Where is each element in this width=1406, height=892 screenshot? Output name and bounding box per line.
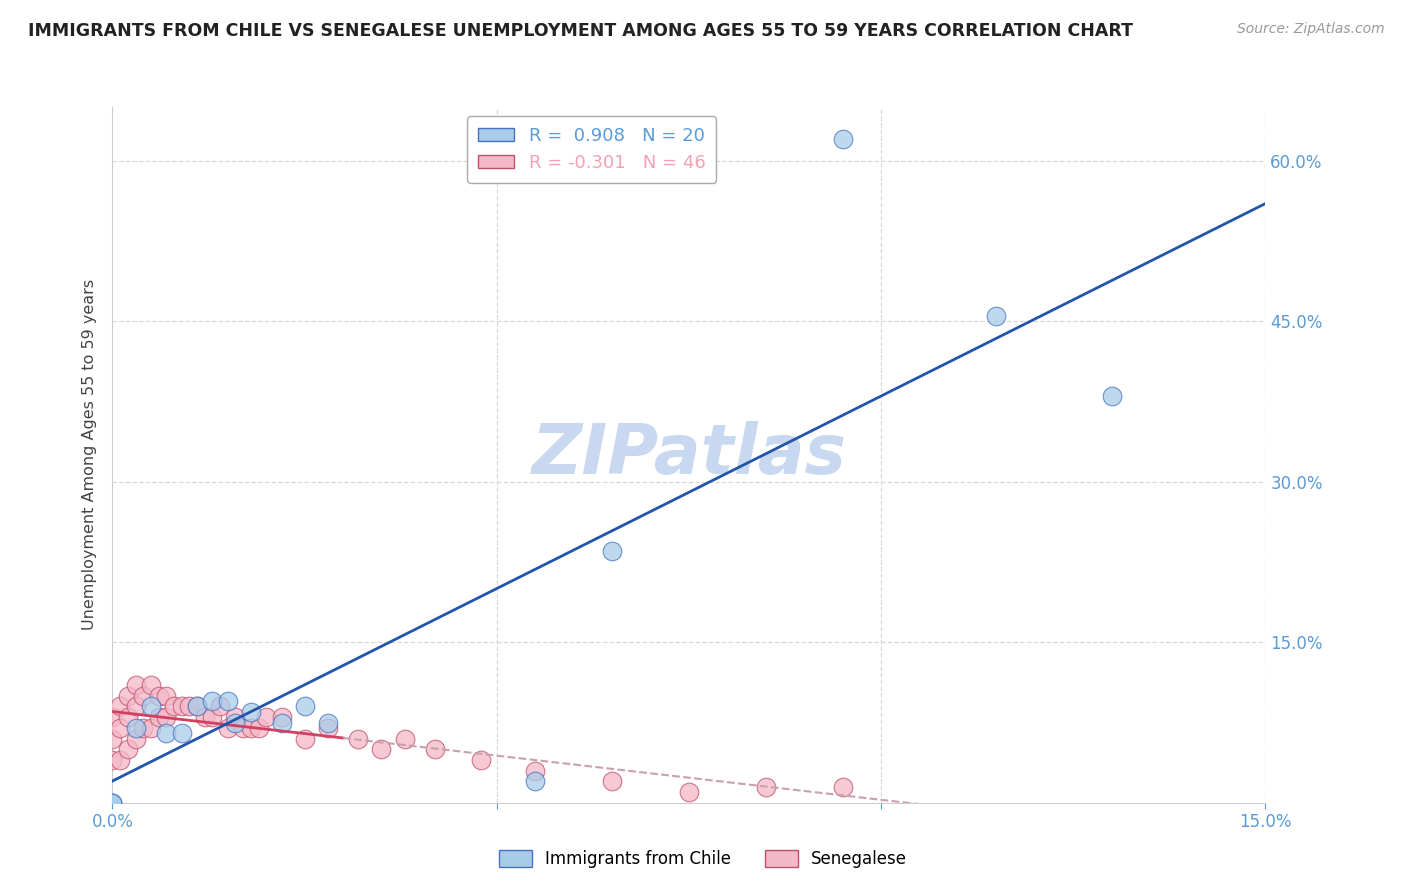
Point — [139, 721, 162, 735]
Point — [347, 731, 370, 746]
Point — [678, 785, 700, 799]
Point — [186, 699, 208, 714]
Point — [101, 796, 124, 810]
Point — [270, 710, 292, 724]
Point — [239, 705, 262, 719]
Text: IMMIGRANTS FROM CHILE VS SENEGALESE UNEMPLOYMENT AMONG AGES 55 TO 59 YEARS CORRE: IMMIGRANTS FROM CHILE VS SENEGALESE UNEM… — [28, 22, 1133, 40]
Point — [224, 710, 246, 724]
Point — [170, 726, 193, 740]
Point — [132, 689, 155, 703]
Text: ZIPatlas: ZIPatlas — [531, 421, 846, 489]
Point — [117, 742, 139, 756]
Point — [600, 774, 623, 789]
Point — [224, 715, 246, 730]
Point — [108, 721, 131, 735]
Point — [179, 699, 201, 714]
Point — [247, 721, 270, 735]
Point — [524, 764, 547, 778]
Point — [294, 731, 316, 746]
Point — [155, 710, 177, 724]
Point — [163, 699, 186, 714]
Point — [209, 699, 232, 714]
Point — [155, 689, 177, 703]
Point — [755, 780, 778, 794]
Point — [370, 742, 392, 756]
Point — [194, 710, 217, 724]
Point — [270, 715, 292, 730]
Point — [108, 699, 131, 714]
Point — [831, 780, 853, 794]
Point — [524, 774, 547, 789]
Point — [316, 721, 339, 735]
Point — [139, 678, 162, 692]
Point — [239, 721, 262, 735]
Point — [117, 689, 139, 703]
Point — [394, 731, 416, 746]
Point — [124, 678, 146, 692]
Point — [170, 699, 193, 714]
Point — [425, 742, 447, 756]
Point — [101, 731, 124, 746]
Point — [148, 710, 170, 724]
Point — [155, 726, 177, 740]
Point — [124, 699, 146, 714]
Point — [139, 699, 162, 714]
Point — [254, 710, 277, 724]
Point — [148, 689, 170, 703]
Point — [1101, 389, 1123, 403]
Y-axis label: Unemployment Among Ages 55 to 59 years: Unemployment Among Ages 55 to 59 years — [82, 279, 97, 631]
Point — [124, 731, 146, 746]
Point — [132, 721, 155, 735]
Legend: Immigrants from Chile, Senegalese: Immigrants from Chile, Senegalese — [492, 843, 914, 875]
Point — [831, 132, 853, 146]
Text: Source: ZipAtlas.com: Source: ZipAtlas.com — [1237, 22, 1385, 37]
Point — [316, 715, 339, 730]
Point — [101, 710, 124, 724]
Point — [986, 309, 1008, 323]
Legend: R =  0.908   N = 20, R = -0.301   N = 46: R = 0.908 N = 20, R = -0.301 N = 46 — [467, 116, 716, 183]
Point — [201, 710, 224, 724]
Point — [201, 694, 224, 708]
Point — [186, 699, 208, 714]
Point — [124, 721, 146, 735]
Point — [217, 694, 239, 708]
Point — [117, 710, 139, 724]
Point — [101, 796, 124, 810]
Point — [294, 699, 316, 714]
Point — [232, 721, 254, 735]
Point — [600, 544, 623, 558]
Point — [217, 721, 239, 735]
Point — [470, 753, 492, 767]
Point — [101, 753, 124, 767]
Point — [101, 796, 124, 810]
Point — [108, 753, 131, 767]
